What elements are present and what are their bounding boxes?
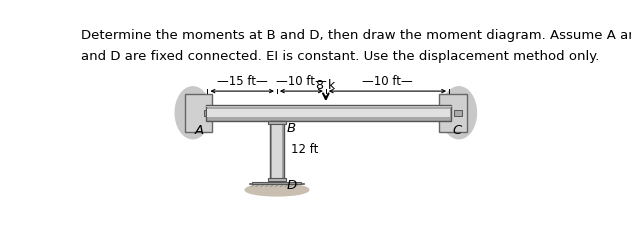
Text: D: D: [286, 179, 297, 192]
Ellipse shape: [175, 87, 210, 139]
Text: —15 ft—: —15 ft—: [217, 75, 268, 88]
Text: 12 ft: 12 ft: [291, 143, 319, 156]
Bar: [268, 178, 286, 181]
Bar: [270, 121, 284, 178]
Ellipse shape: [441, 87, 476, 139]
Bar: [439, 94, 467, 132]
Text: C: C: [452, 124, 461, 137]
Bar: [271, 121, 282, 178]
Bar: [268, 121, 286, 124]
Text: A: A: [194, 124, 204, 137]
Text: —10 ft—: —10 ft—: [276, 75, 327, 88]
Bar: [206, 105, 451, 121]
Bar: [185, 94, 213, 132]
Text: B: B: [286, 122, 295, 135]
Ellipse shape: [245, 184, 309, 196]
Bar: [207, 108, 449, 117]
Bar: [454, 110, 462, 116]
Bar: [204, 110, 211, 116]
Text: —10 ft—: —10 ft—: [362, 75, 413, 88]
Text: 8 k: 8 k: [316, 79, 336, 92]
Bar: [252, 182, 302, 184]
Text: and D are fixed connected. EI is constant. Use the displacement method only.: and D are fixed connected. EI is constan…: [81, 50, 599, 63]
Text: Determine the moments at B and D, then draw the moment diagram. Assume A and C a: Determine the moments at B and D, then d…: [81, 29, 631, 42]
